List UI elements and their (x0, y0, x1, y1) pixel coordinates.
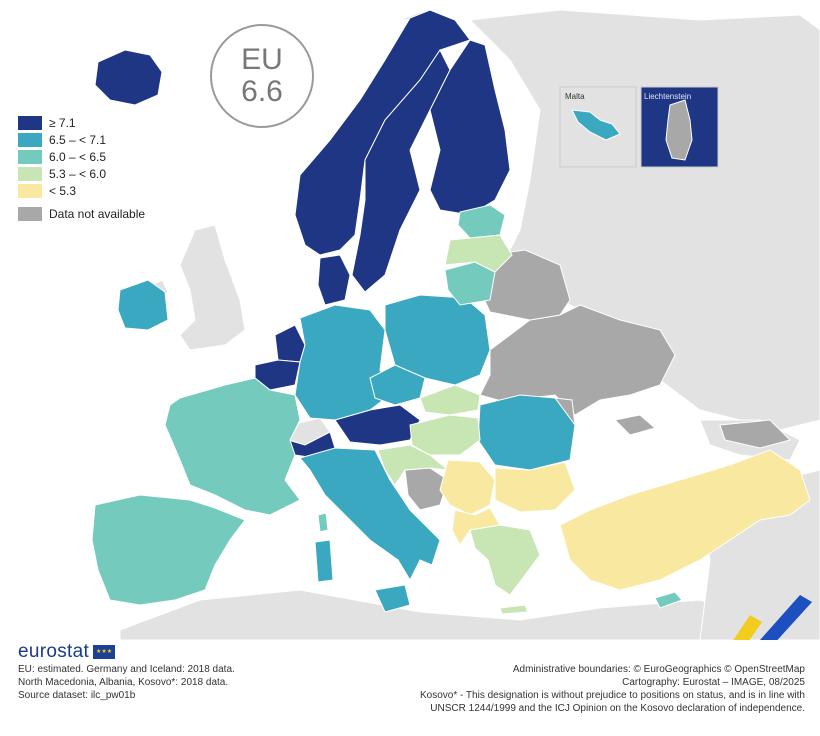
legend-label: < 5.3 (49, 183, 77, 198)
legend-swatch (18, 132, 42, 147)
legend-item: ≥ 7.1 (18, 114, 145, 131)
malta-inset-shape (571, 109, 621, 141)
legend-swatch (18, 206, 42, 221)
serbia-montenegro-region (439, 459, 496, 516)
italy-region (299, 447, 441, 582)
class-lower-mid (377, 234, 541, 615)
class-low (439, 449, 811, 591)
legend-label: 5.3 – < 6.0 (49, 166, 107, 181)
corner-stripe-yellow (733, 615, 762, 640)
footnotes-left: EU: estimated. Germany and Iceland: 2018… (18, 663, 235, 702)
legend-swatch (18, 115, 42, 130)
hungary-region (409, 414, 481, 456)
uk-land (179, 224, 246, 351)
sardinia-region (314, 539, 334, 583)
germany-region (294, 304, 391, 421)
footnote-line: Administrative boundaries: © EuroGeograp… (512, 664, 805, 675)
croatia-slovenia-region (377, 444, 450, 486)
eu-average-badge: EU 6.6 (210, 24, 314, 128)
north-africa-land (119, 589, 781, 640)
footnotes-right: Administrative boundaries: © EuroGeograp… (420, 663, 805, 715)
legend-label: 6.0 – < 6.5 (49, 149, 107, 164)
legend-item-not-available: Data not available (18, 205, 145, 222)
ukraine-region (479, 304, 676, 416)
eu-badge-label: EU (241, 43, 283, 76)
latvia-region (444, 234, 513, 273)
cyprus-region (654, 591, 683, 609)
legend-label: 6.5 – < 7.1 (49, 132, 107, 147)
legend-swatch (18, 149, 42, 164)
legend-item: < 5.3 (18, 182, 145, 199)
footnote-line: UNSCR 1244/1999 and the ICJ Opinion on t… (430, 703, 805, 714)
ireland-region (117, 279, 169, 331)
footnote-line: Kosovo* - This designation is without pr… (419, 690, 805, 701)
denmark-region (317, 254, 351, 306)
eu-flag-icon: ★★★ (93, 645, 116, 659)
legend-item: 6.5 – < 7.1 (18, 131, 145, 148)
footnote-line: EU: estimated. Germany and Iceland: 2018… (18, 664, 235, 675)
turkey-region (559, 449, 811, 591)
footnote-line: North Macedonia, Albania, Kosovo*: 2018 … (18, 677, 229, 688)
crimea-region (613, 414, 657, 436)
poland-region (384, 294, 491, 386)
netherlands-region (274, 324, 306, 363)
slovakia-region (419, 384, 481, 416)
romania-region (477, 394, 576, 471)
europe-map (91, 9, 820, 640)
legend-label: ≥ 7.1 (49, 115, 76, 130)
eurostat-logo: eurostat ★★★ (18, 641, 116, 663)
liechtenstein-inset-shape (665, 99, 693, 161)
class-mid (91, 204, 683, 609)
corsica-region (317, 512, 329, 533)
georgia-region (719, 419, 791, 449)
corner-graphic (733, 595, 812, 640)
sicily-region (374, 584, 411, 613)
malta-inset-frame (559, 86, 637, 168)
france-region (164, 377, 301, 516)
legend-swatch (18, 166, 42, 181)
finland-region (429, 39, 511, 216)
liechtenstein-inset-label: Liechtenstein (644, 92, 692, 101)
bulgaria-region (494, 461, 576, 513)
no-data-regions (404, 249, 791, 511)
greece-region (469, 524, 541, 596)
map-legend: ≥ 7.1 6.5 – < 7.1 6.0 – < 6.5 5.3 – < 6.… (18, 114, 145, 222)
legend-swatch (18, 183, 42, 198)
crete-region (499, 604, 529, 615)
logo-text: eurostat (18, 641, 90, 662)
footnote-line: Cartography: Eurostat – IMAGE, 08/2025 (622, 677, 805, 688)
legend-item: 6.0 – < 6.5 (18, 148, 145, 165)
iceland-region (94, 49, 163, 106)
legend-label: Data not available (49, 206, 146, 221)
class-high (94, 9, 511, 459)
corner-stripe-blue (760, 595, 812, 640)
spain-portugal-region (91, 494, 246, 606)
eu-badge-value: 6.6 (241, 75, 283, 108)
footnote-line: Source dataset: ilc_pw01b (18, 690, 136, 701)
malta-inset-label: Malta (565, 92, 585, 101)
class-upper-mid (117, 109, 621, 613)
north-macedonia-albania-region (451, 507, 501, 546)
legend-item: 5.3 – < 6.0 (18, 165, 145, 182)
